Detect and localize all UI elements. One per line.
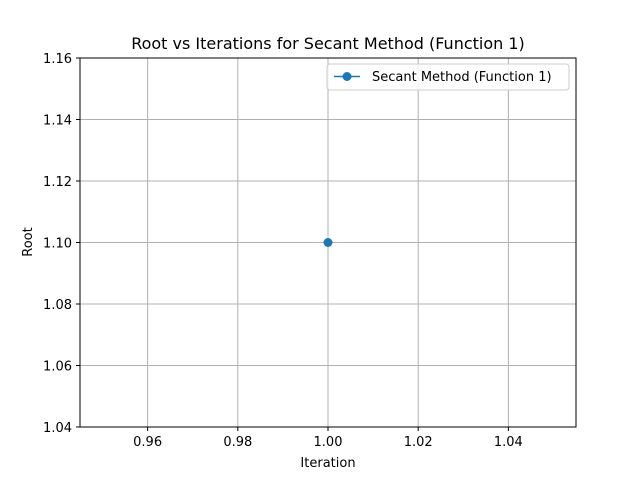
y-axis-label: Root: [21, 227, 36, 256]
legend-marker-sample: [342, 72, 352, 81]
x-tick-label: 0.96: [133, 435, 162, 450]
y-tick-label: 1.16: [43, 52, 72, 67]
x-tick-label: 0.98: [223, 435, 252, 450]
x-tick-label: 1.02: [404, 435, 433, 450]
y-tick-label: 1.10: [43, 237, 72, 252]
x-tick-label: 1.00: [314, 435, 343, 450]
y-tick-label: 1.08: [43, 298, 72, 313]
chart-title: Root vs Iterations for Secant Method (Fu…: [131, 34, 525, 53]
axis-ticks: 0.96 0.98 1.00 1.02 1.04 1.04 1.06 1.08 1.10 1.12…: [43, 52, 523, 450]
y-tick-label: 1.12: [43, 175, 72, 190]
legend: Secant Method (Function 1): [326, 63, 570, 91]
y-tick-label: 1.06: [43, 360, 72, 375]
x-axis-label: Iteration: [300, 456, 355, 471]
x-tick-label: 1.04: [494, 435, 523, 450]
plot-frame: [79, 57, 577, 428]
y-tick-label: 1.14: [43, 114, 72, 129]
legend-box: [326, 63, 570, 91]
data-point: [323, 238, 333, 247]
legend-label: Secant Method (Function 1): [372, 70, 552, 85]
series-layer: [323, 238, 333, 247]
y-tick-label: 1.04: [43, 421, 72, 436]
